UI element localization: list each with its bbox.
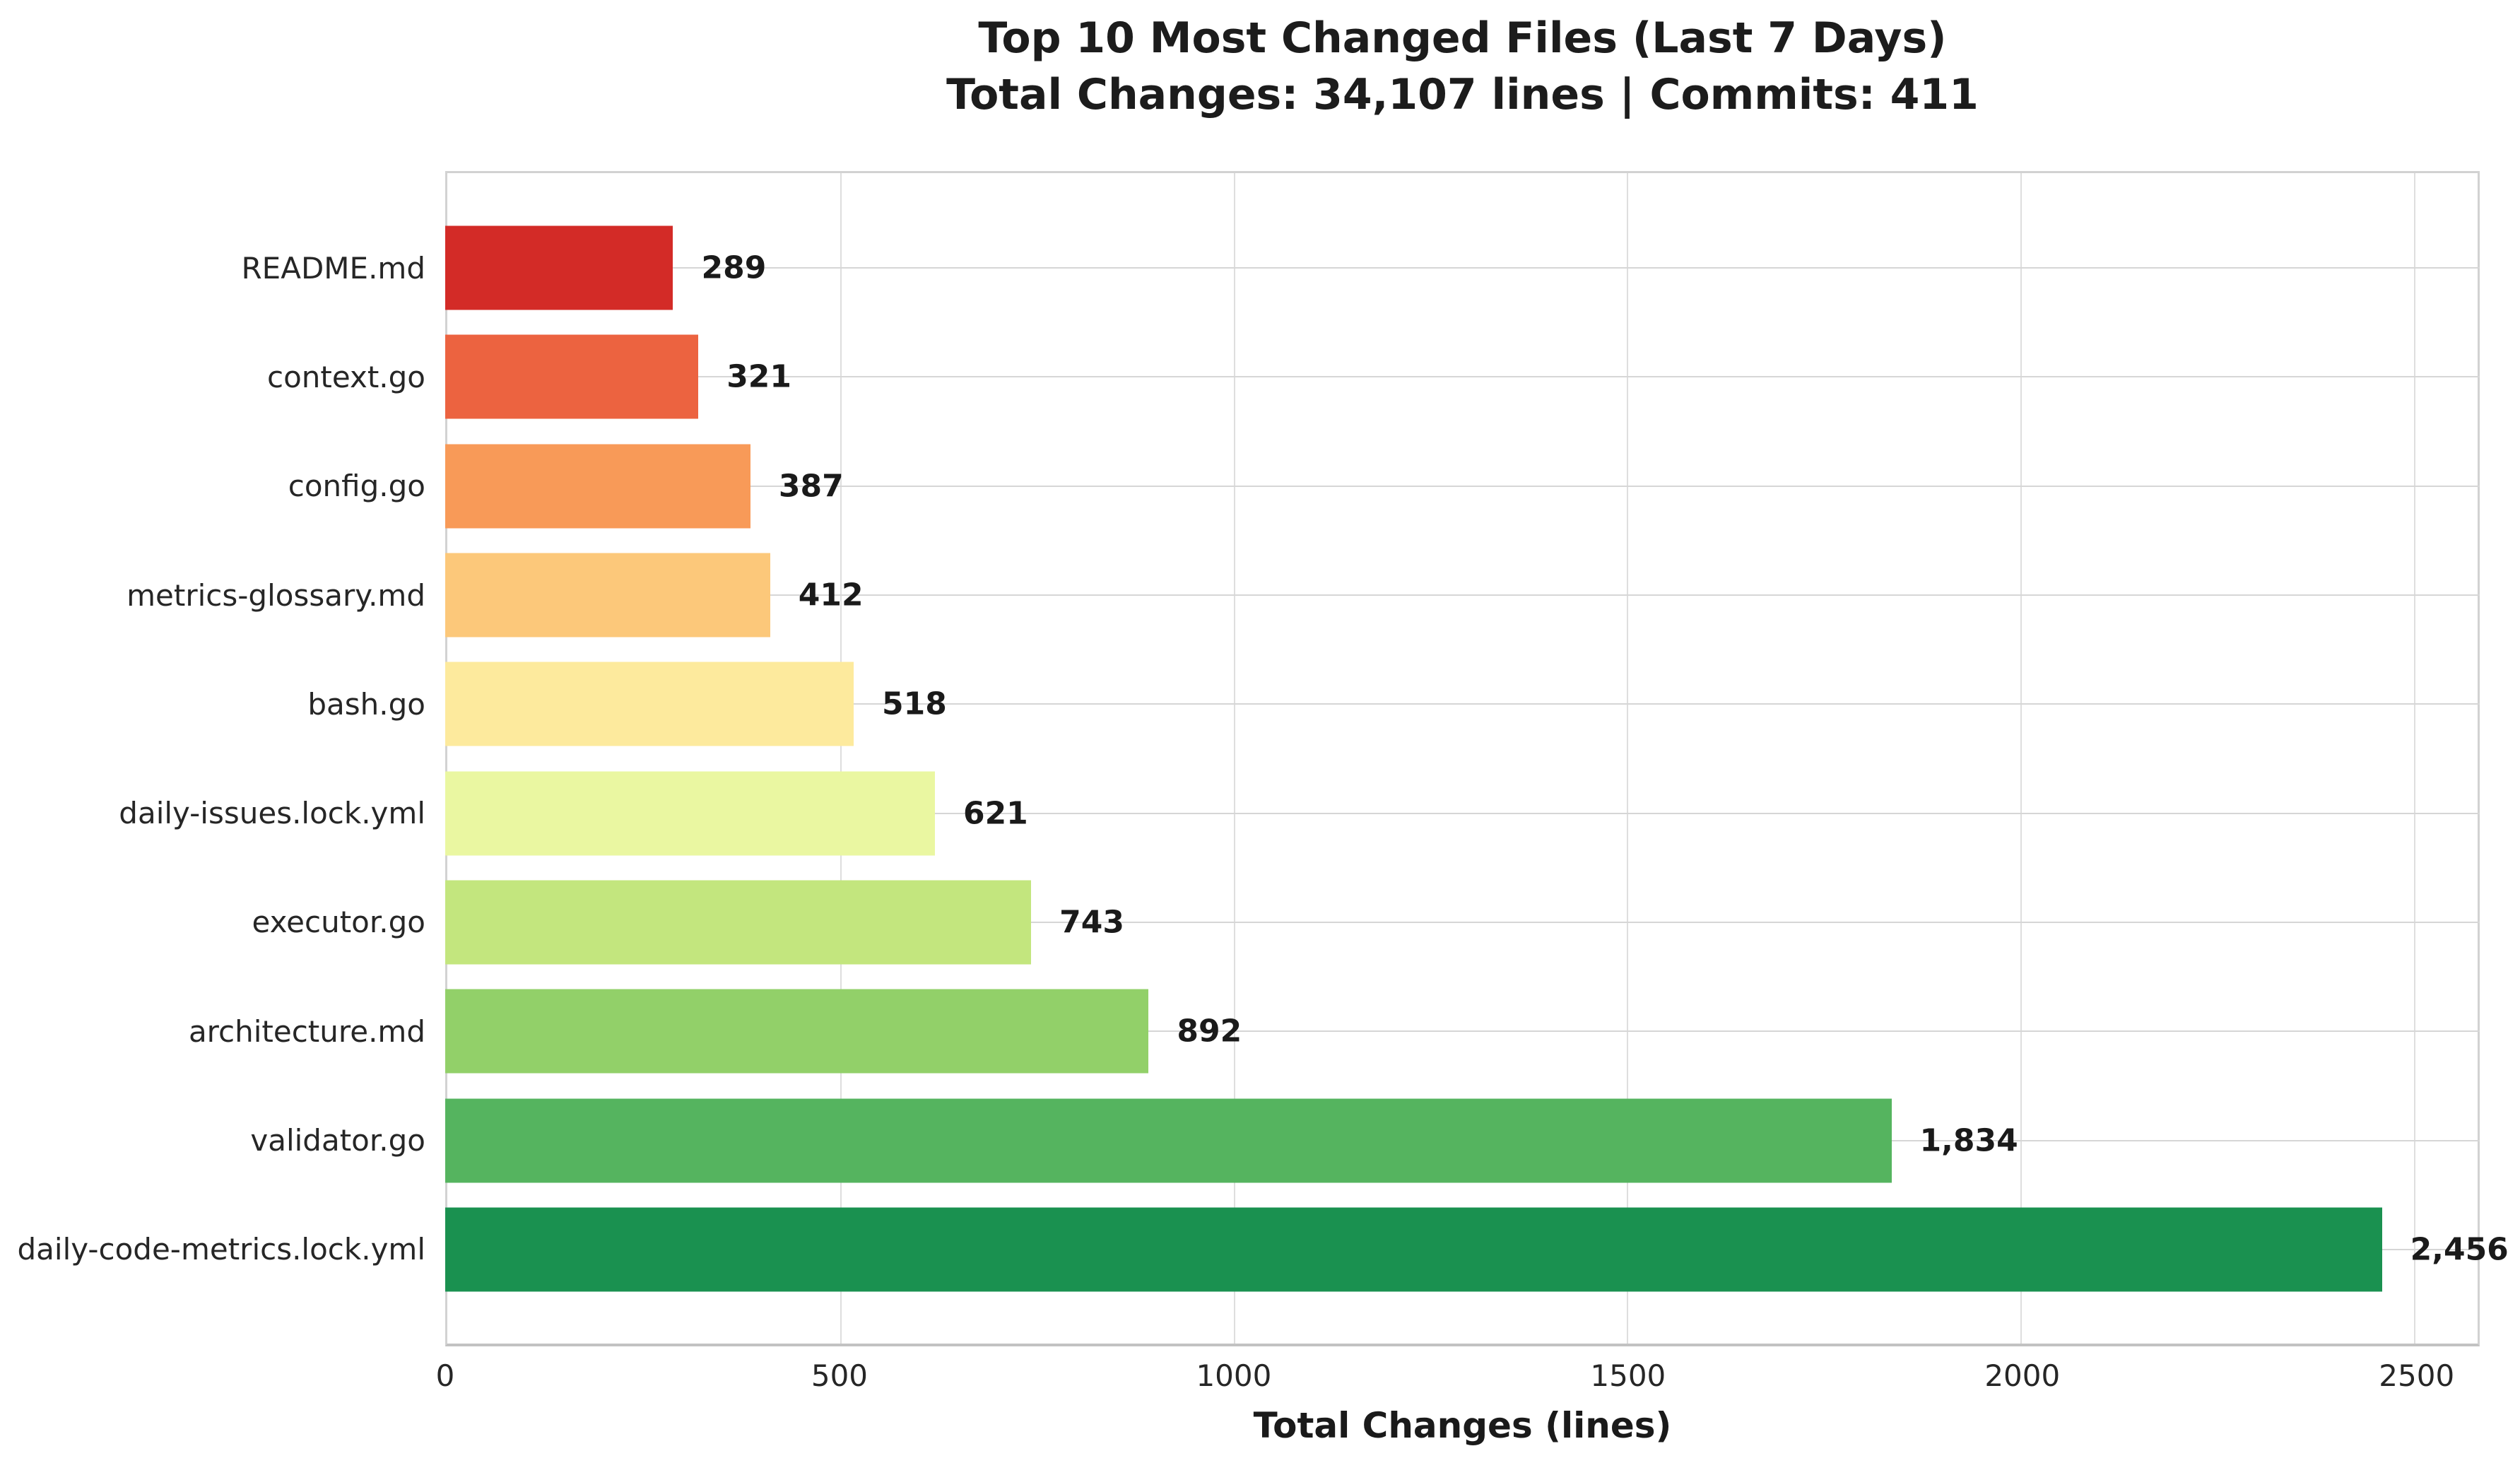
bar-track: 289 xyxy=(445,213,2480,322)
chart-title-line1: Top 10 Most Changed Files (Last 7 Days) xyxy=(978,13,1947,63)
h-gridline xyxy=(445,594,2480,597)
x-tick-label: 500 xyxy=(811,1358,869,1393)
bar-value-label: 621 xyxy=(962,795,1028,832)
h-gridline xyxy=(445,703,2480,705)
bar-row: executor.go 743 xyxy=(0,868,2480,977)
v-gridline xyxy=(1233,173,1235,1344)
x-tick-label: 2500 xyxy=(2379,1358,2455,1393)
h-gridline xyxy=(445,267,2480,269)
y-tick-label: executor.go xyxy=(252,905,426,940)
bar xyxy=(445,989,1149,1074)
y-tick-label: daily-issues.lock.yml xyxy=(119,796,425,831)
bar-row: daily-issues.lock.yml 621 xyxy=(0,759,2480,868)
bar xyxy=(445,225,673,310)
bar-track: 621 xyxy=(445,759,2480,868)
y-tick-label: README.md xyxy=(241,250,426,286)
x-tick-label: 1000 xyxy=(1196,1358,1272,1393)
bar-row: context.go 321 xyxy=(0,322,2480,431)
h-gridline xyxy=(445,485,2480,487)
h-gridline xyxy=(445,921,2480,923)
bar-row: config.go 387 xyxy=(0,432,2480,541)
bar-row: architecture.md 892 xyxy=(0,977,2480,1086)
bar-track: 412 xyxy=(445,541,2480,650)
bar-row: README.md 289 xyxy=(0,213,2480,322)
bar xyxy=(445,771,935,856)
y-tick-label: daily-code-metrics.lock.yml xyxy=(17,1232,426,1267)
bar-track: 518 xyxy=(445,650,2480,758)
bar xyxy=(445,1098,1892,1183)
bar-value-label: 289 xyxy=(701,249,767,286)
bar-value-label: 412 xyxy=(798,577,864,613)
bar-value-label: 892 xyxy=(1177,1013,1242,1050)
v-gridline xyxy=(840,173,842,1344)
bar-track: 387 xyxy=(445,432,2480,541)
bar xyxy=(445,662,854,746)
bar-track: 743 xyxy=(445,868,2480,977)
y-tick-label: metrics-glossary.md xyxy=(126,577,425,613)
bar xyxy=(445,334,699,419)
bar-value-label: 321 xyxy=(726,358,792,395)
chart-title-line2: Total Changes: 34,107 lines | Commits: 4… xyxy=(946,70,1979,119)
bar-track: 1,834 xyxy=(445,1086,2480,1194)
bar-track: 321 xyxy=(445,322,2480,431)
chart-title: Top 10 Most Changed Files (Last 7 Days) … xyxy=(445,10,2480,123)
bar-value-label: 387 xyxy=(778,468,844,505)
bar-row: bash.go 518 xyxy=(0,650,2480,758)
h-gridline xyxy=(445,1030,2480,1033)
bar-value-label: 743 xyxy=(1059,904,1124,941)
bar-row: metrics-glossary.md 412 xyxy=(0,541,2480,650)
h-gridline xyxy=(445,812,2480,814)
x-tick-label: 0 xyxy=(435,1358,455,1393)
bar-row: validator.go 1,834 xyxy=(0,1086,2480,1194)
bar-row: daily-code-metrics.lock.yml 2,456 xyxy=(0,1195,2509,1304)
bar-track: 2,456 xyxy=(445,1195,2509,1304)
x-tick-label: 1500 xyxy=(1590,1358,1666,1393)
bar-value-label: 1,834 xyxy=(1919,1122,2018,1159)
bar-track: 892 xyxy=(445,977,2480,1086)
y-tick-label: validator.go xyxy=(250,1123,425,1158)
v-gridline xyxy=(2413,173,2415,1344)
x-tick-label: 2000 xyxy=(1984,1358,2061,1393)
bar xyxy=(445,553,770,638)
bar xyxy=(445,880,1032,965)
v-gridline xyxy=(1627,173,1629,1344)
bar-value-label: 2,456 xyxy=(2410,1231,2509,1268)
bar xyxy=(445,444,750,529)
y-tick-label: config.go xyxy=(288,469,425,504)
x-axis-label: Total Changes (lines) xyxy=(1253,1405,1672,1446)
bar xyxy=(445,1207,2382,1292)
y-tick-label: bash.go xyxy=(307,686,425,722)
v-gridline xyxy=(2020,173,2023,1344)
y-tick-label: context.go xyxy=(266,359,425,394)
h-gridline xyxy=(445,376,2480,378)
y-tick-label: architecture.md xyxy=(188,1013,425,1049)
bar-value-label: 518 xyxy=(882,686,947,722)
